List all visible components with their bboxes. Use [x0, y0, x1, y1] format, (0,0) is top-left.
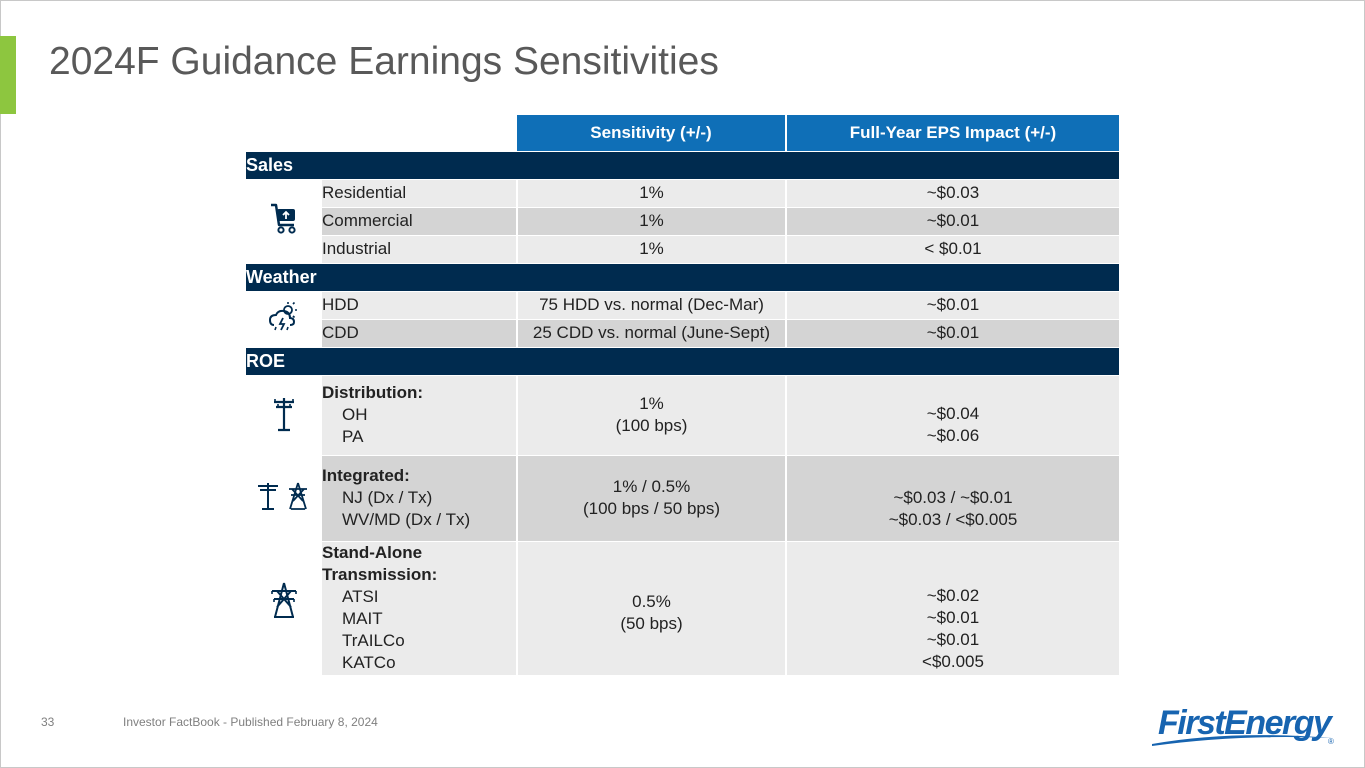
impact-line: ~$0.03 / ~$0.01: [893, 488, 1013, 507]
distribution-icon-cell: [246, 375, 322, 455]
sensitivity-line: (100 bps / 50 bps): [582, 499, 721, 518]
distribution-label-cell: Distribution: OH PA: [322, 374, 518, 455]
sensitivity-table: Sensitivity (+/-) Full-Year EPS Impact (…: [246, 115, 1119, 675]
impact-line: ~$0.04: [926, 404, 980, 423]
impact-line: ~$0.03 / <$0.005: [888, 510, 1018, 529]
svg-text:®: ®: [1328, 737, 1334, 746]
distribution-impact: ~$0.04 ~$0.06: [786, 374, 1119, 455]
row-sensitivity: 75 HDD vs. normal (Dec-Mar): [517, 290, 787, 319]
transmission-label-cell: Stand-Alone Transmission: ATSI MAIT TrAI…: [322, 540, 518, 675]
table-row: Stand-Alone Transmission: ATSI MAIT TrAI…: [246, 540, 1119, 675]
impact-line: ~$0.02: [926, 586, 980, 606]
sensitivity-header: Sensitivity (+/-): [517, 115, 787, 151]
table-row: Industrial 1% < $0.01: [246, 234, 1119, 263]
page-number: 33: [41, 715, 55, 729]
sub-label: MAIT: [342, 609, 383, 629]
sensitivity-line: 1% / 0.5%: [612, 477, 691, 496]
row-impact: ~$0.03: [786, 178, 1119, 207]
integrated-title: Integrated:: [322, 466, 410, 485]
row-impact: ~$0.01: [786, 290, 1119, 319]
section-label: Weather: [246, 262, 1119, 291]
sub-label: ATSI: [342, 587, 379, 607]
row-impact: < $0.01: [786, 234, 1119, 263]
sensitivity-line: 1%: [639, 394, 664, 413]
sub-label: KATCo: [342, 653, 396, 673]
transmission-impact: ~$0.02 ~$0.01 ~$0.01 <$0.005: [786, 540, 1119, 675]
table-row: Commercial 1% ~$0.01: [246, 206, 1119, 235]
section-roe: ROE: [246, 346, 1119, 375]
table-row: Distribution: OH PA 1% (100 bps) ~$0.04 …: [246, 374, 1119, 455]
pole-and-tower-icon: [258, 482, 307, 510]
sensitivity-line: 0.5%: [632, 592, 671, 612]
section-sales: Sales: [246, 150, 1119, 179]
integrated-sensitivity: 1% / 0.5% (100 bps / 50 bps): [517, 454, 787, 541]
firstenergy-logo: FirstEnergy ®: [1152, 704, 1336, 746]
sub-label: OH: [342, 405, 368, 424]
row-label: Industrial: [322, 234, 518, 263]
impact-line: ~$0.01: [926, 630, 980, 650]
row-label: HDD: [322, 290, 518, 319]
row-sensitivity: 25 CDD vs. normal (June-Sept): [517, 318, 787, 347]
table-header-row: Sensitivity (+/-) Full-Year EPS Impact (…: [246, 115, 1119, 151]
storm-cloud-icon: [268, 302, 297, 331]
row-impact: ~$0.01: [786, 318, 1119, 347]
table-row: CDD 25 CDD vs. normal (June-Sept) ~$0.01: [246, 318, 1119, 347]
utility-pole-icon: [274, 397, 294, 431]
footer-source: Investor FactBook - Published February 8…: [123, 715, 378, 729]
page-title: 2024F Guidance Earnings Sensitivities: [49, 40, 719, 83]
distribution-sensitivity: 1% (100 bps): [517, 374, 787, 455]
sensitivity-line: (100 bps): [615, 416, 688, 435]
sales-icon-cell: [246, 179, 322, 263]
section-weather: Weather: [246, 262, 1119, 291]
row-impact: ~$0.01: [786, 206, 1119, 235]
impact-line: ~$0.06: [926, 426, 980, 445]
sub-label: WV/MD (Dx / Tx): [342, 510, 471, 529]
table-row: Residential 1% ~$0.03: [246, 178, 1119, 263]
transmission-sensitivity: 0.5% (50 bps): [517, 540, 787, 675]
row-sensitivity: 1%: [517, 178, 787, 207]
row-sensitivity: 1%: [517, 234, 787, 263]
transmission-icon-cell: [246, 541, 322, 675]
impact-line: ~$0.01: [926, 608, 980, 628]
table-row: HDD 75 HDD vs. normal (Dec-Mar) ~$0.01: [246, 290, 1119, 347]
row-label: Commercial: [322, 206, 518, 235]
title-accent-bar: [0, 36, 16, 114]
integrated-impact: ~$0.03 / ~$0.01 ~$0.03 / <$0.005: [786, 454, 1119, 541]
distribution-title: Distribution:: [322, 383, 424, 402]
shopping-cart-icon: [271, 204, 296, 234]
row-label: Residential: [322, 178, 518, 207]
integrated-label-cell: Integrated: NJ (Dx / Tx) WV/MD (Dx / Tx): [322, 454, 518, 541]
transmission-title: Stand-Alone Transmission:: [322, 543, 438, 585]
sub-label: NJ (Dx / Tx): [342, 488, 433, 507]
impact-line: <$0.005: [922, 652, 984, 672]
sensitivity-line: (50 bps): [620, 614, 683, 634]
section-label: Sales: [246, 150, 1119, 179]
sub-label: PA: [342, 427, 364, 446]
section-label: ROE: [246, 346, 1119, 375]
eps-impact-header: Full-Year EPS Impact (+/-): [786, 115, 1119, 151]
weather-icon-cell: [246, 291, 322, 347]
row-sensitivity: 1%: [517, 206, 787, 235]
table-row: Integrated: NJ (Dx / Tx) WV/MD (Dx / Tx)…: [246, 454, 1119, 541]
row-label: CDD: [322, 318, 518, 347]
integrated-icon-cell: [246, 455, 322, 541]
sub-label: TrAILCo: [342, 631, 405, 651]
transmission-tower-icon: [271, 582, 297, 618]
